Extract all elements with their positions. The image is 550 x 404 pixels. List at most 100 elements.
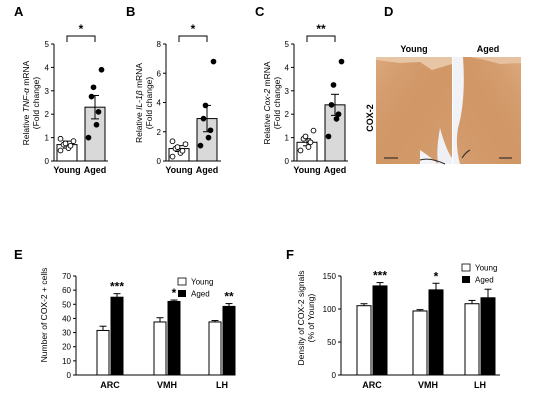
y-tick-label-c: 4 — [285, 63, 290, 72]
micrograph-young — [376, 57, 452, 165]
data-point-a — [98, 66, 105, 73]
micrograph-side-label: COX-2 — [365, 104, 375, 132]
y-tick-label-e: 20 — [62, 343, 71, 352]
x-tick-label-f: ARC — [362, 380, 382, 390]
data-point-b — [174, 144, 181, 150]
data-point-c — [325, 133, 332, 140]
x-tick-label-a: Young — [53, 165, 80, 175]
y-tick-label-f: 100 — [323, 305, 337, 314]
data-point-b — [205, 134, 212, 141]
data-point-b — [197, 142, 204, 149]
legend-label-young-e: Young — [191, 278, 213, 287]
y-tick-label-c: 5 — [285, 40, 290, 49]
significance-marker-f: * — [434, 269, 439, 283]
y-axis-title-b: Relative IL-1β mRNA — [134, 63, 144, 143]
bar-e-arc-young — [96, 329, 110, 376]
significance-bracket-c — [306, 35, 336, 42]
y-tick-label-b: 6 — [157, 69, 162, 78]
data-point-a — [93, 121, 100, 128]
y-axis-subtitle-b: (Fold change) — [144, 77, 154, 130]
y-tick-label-b: 0 — [157, 157, 162, 166]
panel-label-d: D — [384, 4, 393, 19]
y-tick-label-b: 4 — [157, 99, 162, 108]
significance-bracket-b — [178, 35, 208, 42]
x-tick-label-b: Young — [165, 165, 192, 175]
x-tick-label-c: Aged — [324, 165, 347, 175]
y-tick-label-e: 60 — [62, 286, 71, 295]
data-point-c — [335, 111, 342, 118]
bar-e-lh-aged — [222, 305, 236, 376]
legend-e: Young Aged — [177, 278, 213, 299]
y-tick-label-e: 0 — [67, 371, 72, 380]
x-tick-label-e: LH — [216, 380, 228, 390]
legend-swatch-aged-f — [462, 276, 470, 283]
legend-label-aged-e: Aged — [191, 290, 210, 299]
y-tick-label-e: 30 — [62, 329, 71, 338]
data-point-c — [338, 58, 345, 65]
x-tick-label-f: LH — [474, 380, 486, 390]
bar-f-vmh-aged — [428, 289, 444, 376]
legend-f: Young Aged — [461, 263, 497, 285]
bar-f-lh-young — [464, 303, 480, 376]
data-point-b — [169, 153, 176, 160]
micrograph-aged-title: Aged — [477, 44, 500, 54]
y-tick-label-e: 50 — [62, 300, 71, 309]
y-axis-subtitle-a: (Fold change) — [31, 77, 41, 130]
y-axis-title-f: Density of COX-2 signals — [296, 271, 306, 366]
data-point-a — [90, 84, 97, 91]
panel-label-c: C — [255, 4, 265, 19]
y-tick-label-c: 0 — [285, 157, 290, 166]
legend-label-young-f: Young — [475, 264, 497, 273]
micrograph-panel: Young Aged COX-2 — [365, 44, 521, 165]
y-tick-label-b: 2 — [157, 128, 162, 137]
data-point-a — [88, 93, 95, 100]
x-tick-label-c: Young — [293, 165, 320, 175]
y-tick-label-a: 4 — [45, 63, 50, 72]
data-point-c — [297, 147, 304, 154]
y-tick-label-f: 50 — [327, 338, 336, 347]
legend-swatch-aged-e — [178, 290, 186, 297]
data-point-b — [200, 115, 207, 122]
x-tick-label-e: VMH — [157, 380, 177, 390]
data-point-c — [307, 139, 314, 146]
significance-marker-e: ** — [224, 290, 234, 304]
y-tick-label-a: 0 — [45, 157, 50, 166]
data-point-b — [207, 127, 214, 134]
y-axis-subtitle-f: (% of Young) — [306, 293, 316, 342]
panel-label-b: B — [126, 4, 135, 19]
y-axis-title-c: Relative Cox-2 mRNA — [262, 61, 272, 144]
y-tick-label-b: 8 — [157, 40, 162, 49]
significance-marker-b: * — [191, 22, 196, 36]
significance-marker-e: *** — [110, 280, 124, 294]
data-point-a — [85, 134, 92, 141]
y-tick-label-f: 0 — [332, 371, 337, 380]
bar-e-lh-young — [208, 321, 222, 376]
data-point-a — [95, 109, 102, 115]
bar-f-arc-aged — [372, 285, 388, 376]
bar-e-vmh-aged — [167, 300, 181, 376]
y-tick-label-a: 1 — [45, 134, 50, 143]
y-tick-label-c: 3 — [285, 87, 290, 96]
data-point-c — [310, 127, 317, 134]
data-point-a — [62, 140, 69, 147]
significance-marker-c: ** — [316, 22, 326, 36]
significance-bracket-a — [66, 35, 96, 42]
y-tick-label-a: 3 — [45, 87, 50, 96]
bar-e-arc-aged — [110, 296, 124, 376]
bar-e-vmh-young — [153, 321, 167, 376]
panel-label-a: A — [14, 4, 24, 19]
data-point-b — [182, 141, 189, 148]
y-tick-label-a: 2 — [45, 110, 50, 119]
legend-swatch-young-f — [461, 263, 471, 272]
micrograph-young-title: Young — [400, 44, 427, 54]
bar-f-vmh-young — [412, 310, 428, 376]
charts: 0 1 2 3 4 5 Young Aged * 0 2 4 6 8 Young Aged * 0 1 2 3 4 5 You… — [45, 22, 500, 390]
significance-marker-e: * — [172, 286, 177, 300]
data-point-a — [57, 147, 64, 154]
panel-label-e: E — [14, 247, 23, 262]
data-point-c — [333, 116, 340, 122]
data-point-c — [305, 144, 312, 150]
y-tick-label-a: 5 — [45, 40, 50, 49]
data-point-c — [328, 101, 335, 108]
